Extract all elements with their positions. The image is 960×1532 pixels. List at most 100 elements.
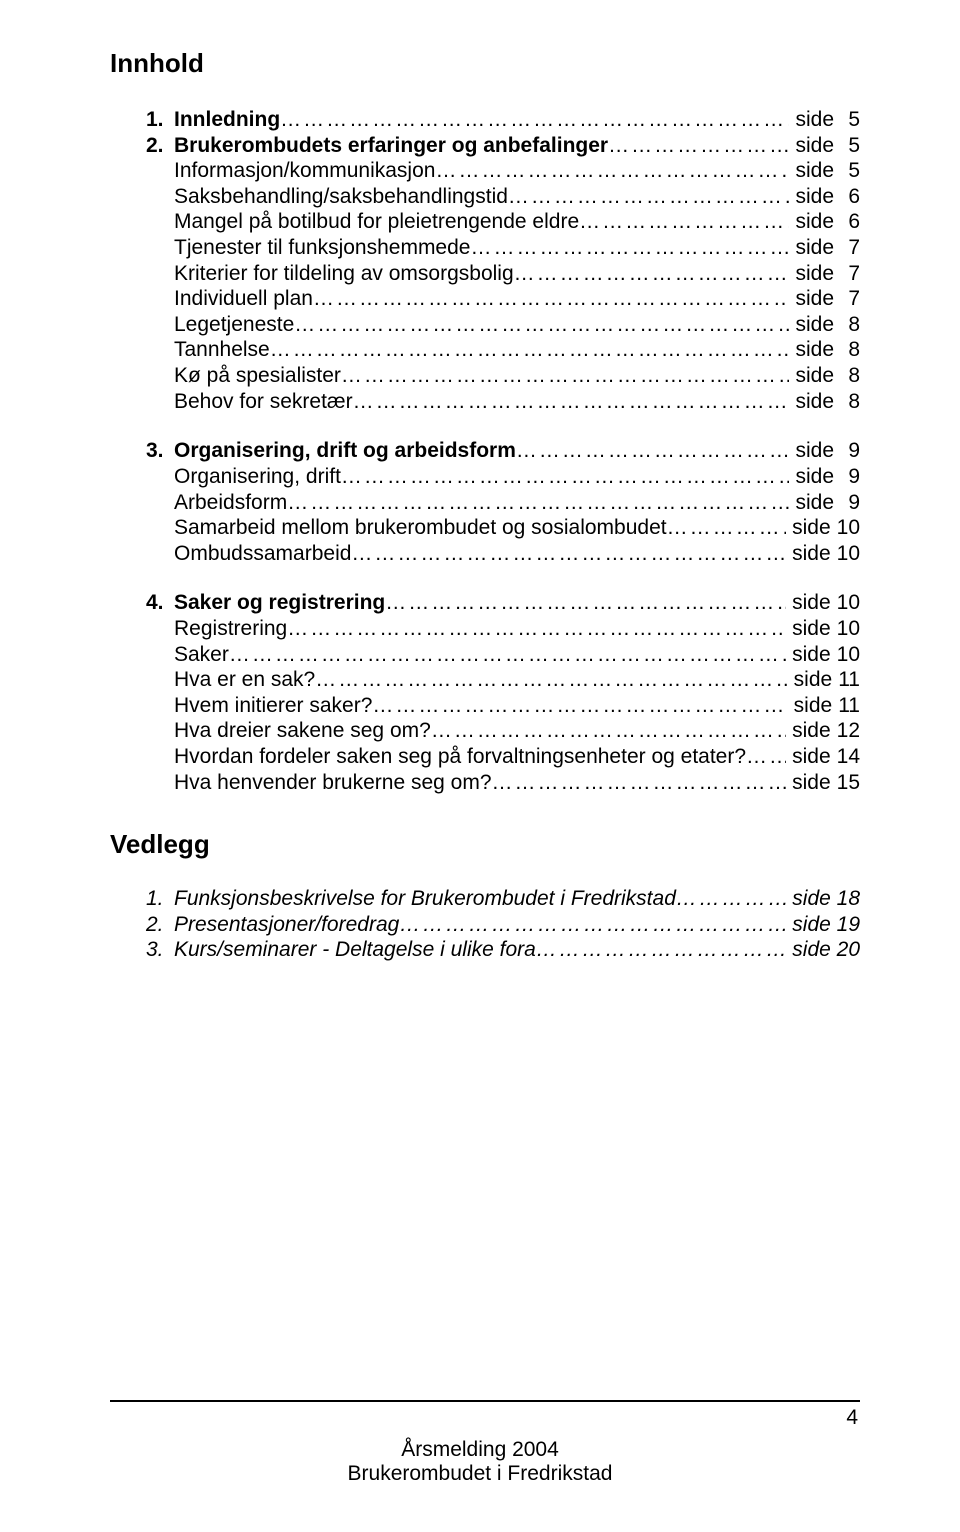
toc-label: Hva er en sak?: [174, 667, 315, 693]
toc-section: 3.Organisering, drift og arbeidsform……………: [146, 438, 860, 566]
footer-line-1: Årsmelding 2004: [0, 1438, 960, 1462]
toc-page-number: 5: [834, 133, 860, 159]
toc-page: side8: [789, 337, 860, 363]
toc-page-word: side: [792, 516, 831, 539]
toc-label: Kriterier for tildeling av omsorgsbolig: [174, 261, 514, 287]
toc-leader-dots: ……………………………………………………………………………………………………………: [341, 464, 790, 490]
toc-row: Registrering……………………………………………………………………………: [146, 616, 860, 642]
toc-row: 3.Organisering, drift og arbeidsform……………: [146, 438, 860, 464]
toc-leader-dots: ……………………………………………………………………………………………………………: [287, 616, 786, 642]
toc-page-number: 10: [831, 616, 860, 642]
toc-page-number: 6: [834, 184, 860, 210]
toc-page: side10: [786, 616, 860, 642]
vedlegg-title: Vedlegg: [110, 829, 860, 860]
toc-row: Legetjeneste……………………………………………………………………………: [146, 312, 860, 338]
toc-row: Mangel på botilbud for pleietrengende el…: [146, 209, 860, 235]
toc-page: side10: [786, 541, 860, 567]
toc-page-number: 14: [831, 744, 860, 770]
toc-page-word: side: [792, 745, 831, 768]
toc-page: side14: [786, 744, 860, 770]
toc-label: Samarbeid mellom brukerombudet og sosial…: [174, 515, 667, 541]
toc-row: Hva henvender brukerne seg om?……………………………: [146, 770, 860, 796]
toc-label: Mangel på botilbud for pleietrengende el…: [174, 209, 579, 235]
toc-page: side8: [789, 363, 860, 389]
toc-page-number: 10: [831, 515, 860, 541]
toc-page-number: 15: [831, 770, 860, 796]
toc-page-word: side: [795, 159, 834, 182]
page: Innhold 1.Innledning………………………………………………………: [0, 0, 960, 1532]
toc-page-word: side: [792, 591, 831, 614]
toc-page-word: side: [792, 771, 831, 794]
toc-page: side5: [789, 133, 860, 159]
toc-row: Kriterier for tildeling av omsorgsbolig……: [146, 261, 860, 287]
toc-label: Kø på spesialister: [174, 363, 341, 389]
vedlegg-page: side 18: [786, 886, 860, 912]
toc-row: Samarbeid mellom brukerombudet og sosial…: [146, 515, 860, 541]
toc-page-word: side: [795, 108, 834, 131]
toc-leader-dots: ……………………………………………………………………………………………………………: [294, 312, 789, 338]
toc-page: side11: [788, 693, 860, 719]
toc-label: Saker: [174, 642, 229, 668]
vedlegg-row: 3.Kurs/seminarer - Deltagelse i ulike fo…: [146, 937, 860, 963]
toc-page-word: side: [792, 643, 831, 666]
toc-leader-dots: ……………………………………………………………………………………………………………: [229, 642, 786, 668]
toc-page-word: side: [795, 390, 834, 413]
toc-row: Tannhelse……………………………………………………………………………………: [146, 337, 860, 363]
toc-page: side8: [789, 389, 860, 415]
toc-label: Arbeidsform: [174, 490, 287, 516]
toc-page-word: side: [792, 617, 831, 640]
toc-label: Individuell plan: [174, 286, 313, 312]
toc-leader-dots: ……………………………………………………………………………………………………………: [399, 912, 786, 938]
toc-page-number: 9: [834, 490, 860, 516]
toc-page-number: 11: [832, 693, 860, 719]
toc-row: Informasjon/kommunikasjon…………………………………………: [146, 158, 860, 184]
toc-page: side6: [789, 209, 860, 235]
toc-page-word: side: [795, 439, 834, 462]
toc-leader-dots: ……………………………………………………………………………………………………………: [746, 744, 786, 770]
toc-leader-dots: ……………………………………………………………………………………………………………: [280, 107, 789, 133]
toc-label: Hvem initierer saker?: [174, 693, 372, 719]
toc-page-number: 9: [834, 464, 860, 490]
toc-page: side10: [786, 515, 860, 541]
toc-label: Saker og registrering: [174, 590, 385, 616]
toc-row: Organisering, drift…………………………………………………………: [146, 464, 860, 490]
vedlegg-page: side 20: [786, 937, 860, 963]
toc-label: Organisering, drift og arbeidsform: [174, 438, 516, 464]
vedlegg-label: Presentasjoner/foredrag: [174, 912, 399, 938]
toc: 1.Innledning……………………………………………………………………………: [110, 107, 860, 795]
toc-label: Ombudssamarbeid: [174, 541, 351, 567]
toc-leader-dots: ……………………………………………………………………………………………………………: [313, 286, 790, 312]
toc-page-word: side: [792, 542, 831, 565]
toc-page-number: 5: [834, 158, 860, 184]
footer-rule: [110, 1400, 860, 1402]
vedlegg-row: 1.Funksjonsbeskrivelse for Brukerombudet…: [146, 886, 860, 912]
toc-leader-dots: ……………………………………………………………………………………………………………: [372, 693, 787, 719]
toc-row: Saker………………………………………………………………………………………………: [146, 642, 860, 668]
toc-label: Brukerombudets erfaringer og anbefalinge…: [174, 133, 608, 159]
toc-leader-dots: ……………………………………………………………………………………………………………: [676, 886, 786, 912]
toc-page-word: side: [792, 719, 831, 742]
toc-leader-dots: ……………………………………………………………………………………………………………: [508, 184, 790, 210]
toc-page-number: 12: [831, 718, 860, 744]
toc-page-number: 8: [834, 312, 860, 338]
toc-page-number: 10: [831, 642, 860, 668]
toc-leader-dots: ……………………………………………………………………………………………………………: [536, 937, 786, 963]
toc-leader-dots: ……………………………………………………………………………………………………………: [353, 389, 790, 415]
vedlegg-row: 2.Presentasjoner/foredrag…………………………………………: [146, 912, 860, 938]
toc-label: Hvordan fordeler saken seg på forvaltnin…: [174, 744, 746, 770]
toc-row: Individuell plan…………………………………………………………………: [146, 286, 860, 312]
toc-page-number: 5: [834, 107, 860, 133]
toc-page: side5: [789, 107, 860, 133]
toc-leader-dots: ……………………………………………………………………………………………………………: [287, 490, 789, 516]
toc-page-word: side: [795, 465, 834, 488]
toc-section: 4.Saker og registrering………………………………………………: [146, 590, 860, 795]
toc-row: 1.Innledning……………………………………………………………………………: [146, 107, 860, 133]
toc-page: side9: [789, 464, 860, 490]
toc-row: Arbeidsform………………………………………………………………………………: [146, 490, 860, 516]
toc-page: side6: [789, 184, 860, 210]
vedlegg-number: 2.: [146, 912, 174, 938]
footer-line-2: Brukerombudet i Fredrikstad: [0, 1462, 960, 1486]
vedlegg-list: 1.Funksjonsbeskrivelse for Brukerombudet…: [146, 886, 860, 963]
toc-leader-dots: ……………………………………………………………………………………………………………: [351, 541, 786, 567]
toc-page-word: side: [795, 185, 834, 208]
